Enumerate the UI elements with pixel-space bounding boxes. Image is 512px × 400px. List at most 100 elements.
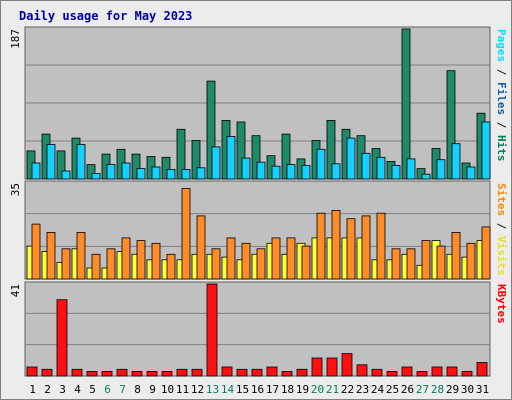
bar-hits-hits-10: [161, 156, 171, 180]
bar-kbytes-kbytes-10: [161, 371, 173, 377]
x-tick-label-27: 27: [416, 383, 429, 396]
bar-hits-files-1: [31, 162, 41, 180]
bar-hits-hits-8: [131, 153, 141, 180]
x-tick-label-12: 12: [191, 383, 204, 396]
bar-visits-sites-1: [31, 223, 41, 280]
bar-hits-files-29: [451, 143, 461, 180]
x-tick-label-22: 22: [341, 383, 354, 396]
bar-kbytes-kbytes-16: [251, 368, 263, 377]
bar-hits-files-22: [346, 137, 356, 180]
legend-part: KBytes: [495, 284, 508, 324]
x-tick-label-10: 10: [161, 383, 174, 396]
bar-hits-hits-21: [326, 120, 336, 180]
bar-kbytes-kbytes-30: [461, 371, 473, 377]
bar-kbytes-kbytes-31: [476, 362, 488, 377]
bar-visits-sites-3: [61, 248, 71, 280]
bar-kbytes-kbytes-12: [191, 368, 203, 377]
bar-hits-hits-11: [176, 128, 186, 180]
bar-kbytes-kbytes-26: [401, 366, 413, 377]
bar-visits-sites-30: [466, 242, 476, 280]
bar-hits-files-21: [331, 163, 341, 180]
x-tick-label-31: 31: [476, 383, 489, 396]
x-tick-label-24: 24: [371, 383, 385, 396]
bar-visits-sites-4: [76, 231, 86, 280]
bar-visits-sites-24: [376, 212, 386, 280]
bar-hits-files-2: [46, 144, 56, 180]
bar-visits-sites-26: [406, 248, 416, 280]
x-tick-label-26: 26: [401, 383, 414, 396]
bar-hits-files-6: [106, 164, 116, 180]
bar-hits-files-25: [391, 164, 401, 180]
bar-kbytes-kbytes-1: [26, 366, 38, 377]
bar-hits-files-8: [136, 168, 146, 180]
bar-hits-hits-26: [401, 28, 411, 180]
legend-label-visits: Sites / Visits: [495, 183, 508, 276]
bar-hits-files-3: [61, 170, 71, 180]
y-max-label-hits: 187: [9, 29, 22, 49]
bar-visits-sites-9: [151, 242, 161, 280]
x-tick-label-11: 11: [176, 383, 189, 396]
bar-visits-sites-8: [136, 240, 146, 280]
bar-hits-files-20: [316, 148, 326, 180]
bar-visits-sites-27: [421, 240, 431, 280]
bar-hits-files-16: [256, 161, 266, 180]
x-tick-label-19: 19: [296, 383, 309, 396]
bar-kbytes-kbytes-29: [446, 366, 458, 377]
bar-hits-hits-16: [251, 135, 261, 180]
bar-hits-files-10: [166, 168, 176, 180]
bar-hits-files-23: [361, 152, 371, 180]
bar-kbytes-kbytes-7: [116, 368, 128, 377]
bar-visits-sites-22: [346, 218, 356, 280]
bar-kbytes-kbytes-18: [281, 371, 293, 377]
bar-hits-files-5: [91, 172, 101, 180]
bar-kbytes-kbytes-21: [326, 357, 338, 377]
plot-area-kbytes: [24, 281, 491, 377]
bar-hits-hits-12: [191, 140, 201, 180]
bar-visits-sites-15: [241, 242, 251, 280]
legend-part: /: [495, 115, 508, 135]
bar-visits-sites-13: [211, 248, 221, 280]
y-max-label-kbytes: 41: [9, 284, 22, 297]
bar-hits-files-24: [376, 156, 386, 180]
bar-visits-sites-11: [181, 188, 191, 280]
bar-hits-files-18: [286, 164, 296, 180]
bar-hits-files-27: [421, 173, 431, 180]
bar-hits-hits-3: [56, 150, 66, 180]
bar-kbytes-kbytes-25: [386, 371, 398, 377]
bar-visits-sites-12: [196, 215, 206, 280]
x-tick-label-6: 6: [104, 383, 111, 396]
bar-hits-files-9: [151, 166, 161, 180]
x-tick-label-5: 5: [89, 383, 96, 396]
bar-hits-hits-29: [446, 70, 456, 180]
bar-hits-hits-13: [206, 80, 216, 180]
bar-hits-files-13: [211, 146, 221, 180]
bar-visits-sites-17: [271, 237, 281, 280]
bar-hits-files-11: [181, 168, 191, 180]
legend-part: Sites: [495, 183, 508, 216]
bar-visits-sites-7: [121, 237, 131, 280]
bar-kbytes-kbytes-28: [431, 366, 443, 377]
legend-label-kbytes: KBytes: [495, 284, 508, 324]
bar-visits-sites-20: [316, 212, 326, 280]
x-tick-label-30: 30: [461, 383, 474, 396]
bar-hits-hits-5: [86, 164, 96, 180]
bar-visits-sites-19: [301, 245, 311, 280]
bar-visits-sites-14: [226, 237, 236, 280]
legend-part: /: [495, 216, 508, 236]
bar-visits-sites-2: [46, 231, 56, 280]
bar-visits-sites-10: [166, 253, 176, 280]
bar-kbytes-kbytes-22: [341, 353, 353, 377]
bar-hits-files-19: [301, 164, 311, 180]
bar-hits-files-17: [271, 165, 281, 180]
legend-part: Files: [495, 82, 508, 115]
chart-title: Daily usage for May 2023: [19, 9, 193, 23]
y-max-label-visits: 35: [9, 183, 22, 196]
bar-visits-sites-16: [256, 248, 266, 280]
bar-visits-sites-31: [481, 226, 491, 280]
bar-visits-sites-23: [361, 215, 371, 280]
bar-kbytes-kbytes-23: [356, 364, 368, 377]
x-tick-label-3: 3: [59, 383, 66, 396]
bar-visits-sites-28: [436, 245, 446, 280]
